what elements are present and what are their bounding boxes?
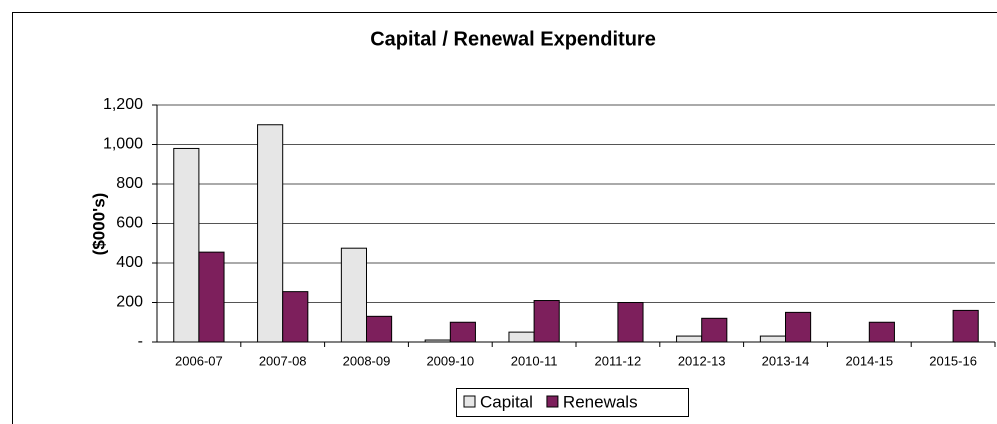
bar: [952, 309, 979, 343]
bar: [759, 335, 786, 343]
legend-swatch: [463, 395, 476, 408]
x-tick-label: 2007-08: [259, 353, 307, 368]
bar: [508, 331, 535, 343]
x-tick-label: 2012-13: [678, 353, 726, 368]
x-tick-label: 2006-07: [175, 353, 223, 368]
x-tick-label: 2013-14: [762, 353, 810, 368]
bar: [173, 147, 200, 343]
y-tick-label: 600: [116, 215, 143, 232]
bar: [785, 311, 812, 343]
legend-swatch: [546, 395, 559, 408]
x-tick-label: 2015-16: [929, 353, 977, 368]
legend-label: Capital: [480, 392, 533, 411]
bar: [257, 124, 284, 343]
y-tick-label: 1,000: [103, 136, 143, 153]
y-tick-label: -: [138, 333, 143, 350]
y-axis-label: ($000's): [89, 193, 108, 256]
legend-box: [456, 388, 689, 417]
bar: [340, 247, 367, 343]
y-tick-label: 200: [116, 294, 143, 311]
y-tick-label: 800: [116, 175, 143, 192]
x-tick-label: 2014-15: [845, 353, 893, 368]
x-tick-label: 2010-11: [511, 353, 558, 368]
legend-label: Renewals: [563, 392, 638, 411]
chart-title: Capital / Renewal Expenditure: [370, 28, 656, 50]
y-tick-label: 1,200: [103, 96, 143, 113]
bar: [617, 302, 644, 343]
bar: [449, 321, 476, 343]
bar: [282, 291, 309, 343]
x-tick-label: 2008-09: [343, 353, 391, 368]
bar: [868, 321, 895, 343]
x-tick-label: 2009-10: [426, 353, 474, 368]
bar: [198, 251, 225, 343]
bar: [533, 300, 560, 343]
y-tick-label: 400: [116, 254, 143, 271]
bar: [676, 335, 703, 343]
bar: [366, 315, 393, 343]
x-tick-label: 2011-12: [595, 353, 642, 368]
bar: [701, 317, 728, 343]
